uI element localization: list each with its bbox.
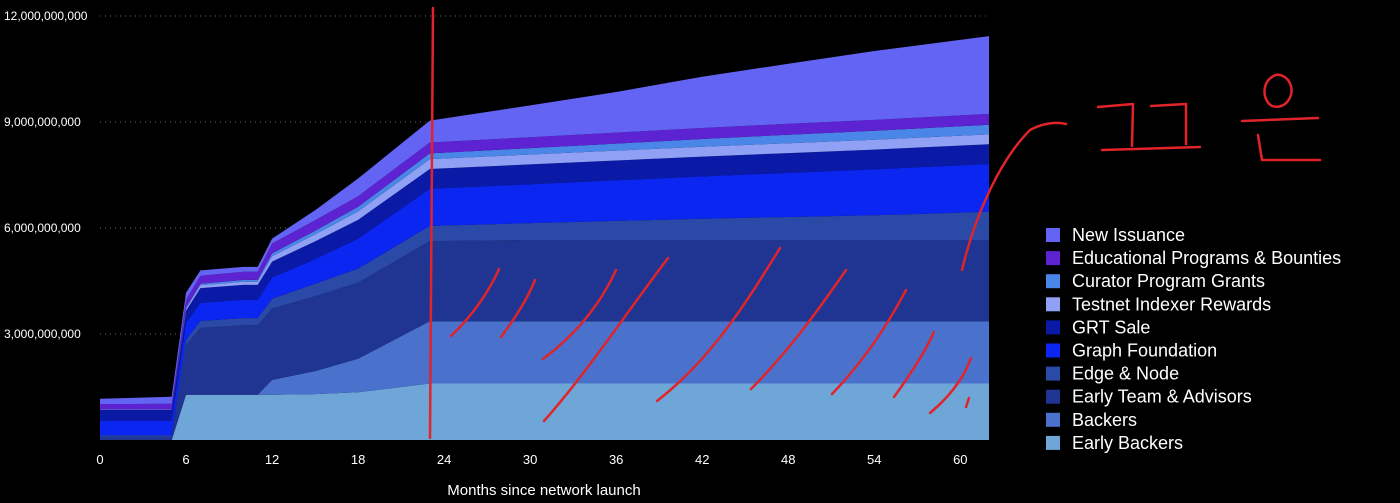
y-tick-label: 9,000,000,000: [4, 115, 81, 129]
red-handwritten-glyph: [1256, 133, 1322, 162]
y-tick-label: 3,000,000,000: [4, 327, 81, 341]
red-handwritten-glyph: [1240, 116, 1320, 123]
red-hatch-stroke: [541, 268, 618, 361]
red-handwritten-glyph: [1149, 102, 1188, 146]
legend-label: Testnet Indexer Rewards: [1072, 294, 1271, 314]
red-hatch-stroke: [830, 288, 908, 396]
area-early-team-advisors: [100, 240, 989, 440]
x-tick-label: 54: [867, 452, 881, 467]
x-tick-label: 36: [609, 452, 623, 467]
area-series: [100, 36, 989, 440]
red-vertical-line: [428, 6, 435, 440]
x-tick-label: 48: [781, 452, 795, 467]
legend-swatch: [1046, 274, 1060, 289]
red-hatch-stroke: [928, 356, 973, 415]
x-axis-ticks: 0 6 12 18 24 30 36 42 48 54 60: [96, 452, 967, 467]
area-backers: [100, 321, 989, 440]
legend-swatch: [1046, 389, 1060, 404]
red-hatch-stroke: [499, 278, 537, 339]
legend-label: Early Team & Advisors: [1072, 387, 1252, 407]
x-axis-label: Months since network launch: [447, 482, 640, 499]
x-tick-label: 6: [182, 452, 189, 467]
red-curved-arrow-stroke: [960, 121, 1068, 272]
legend-label: Graph Foundation: [1072, 341, 1217, 361]
x-tick-label: 42: [695, 452, 709, 467]
y-axis-ticks: 3,000,000,000 6,000,000,000 9,000,000,000 1…: [4, 9, 88, 341]
legend-label: Curator Program Grants: [1072, 271, 1265, 291]
legend: New Issuance Educational Programs & Bount…: [1046, 225, 1341, 453]
x-tick-label: 0: [96, 452, 103, 467]
red-annotation-marks: [428, 6, 1322, 440]
red-hatch-stroke: [892, 330, 936, 399]
red-hatch-stroke: [964, 396, 971, 409]
legend-swatch: [1046, 435, 1060, 450]
legend-label: Backers: [1072, 410, 1137, 430]
legend-swatch: [1046, 343, 1060, 358]
x-tick-label: 24: [437, 452, 451, 467]
x-tick-label: 30: [523, 452, 537, 467]
legend-label: Early Backers: [1072, 433, 1183, 453]
legend-swatch: [1046, 320, 1060, 335]
legend-swatch: [1046, 412, 1060, 427]
area-graph-foundation: [100, 164, 989, 436]
x-tick-label: 60: [953, 452, 967, 467]
legend-label: New Issuance: [1072, 225, 1185, 245]
red-handwritten-glyph: [1096, 102, 1135, 148]
area-edge-node: [100, 211, 989, 437]
legend-swatch: [1046, 228, 1060, 242]
x-tick-label: 18: [351, 452, 365, 467]
red-hatch-stroke: [542, 256, 670, 423]
legend-label: Educational Programs & Bounties: [1072, 248, 1341, 268]
area-early-backers: [100, 383, 989, 440]
legend-swatch: [1046, 366, 1060, 381]
red-hatch-stroke: [749, 268, 848, 391]
area-new-issuance: [100, 36, 989, 405]
y-tick-label: 6,000,000,000: [4, 221, 81, 235]
red-hatch-stroke: [449, 267, 501, 338]
x-tick-label: 12: [265, 452, 279, 467]
red-handwritten-glyph: [1100, 145, 1202, 152]
legend-swatch: [1046, 251, 1060, 266]
legend-label: GRT Sale: [1072, 317, 1150, 337]
legend-swatch: [1046, 297, 1060, 312]
y-tick-label: 12,000,000,000: [4, 9, 88, 23]
legend-label: Edge & Node: [1072, 364, 1179, 384]
red-handwritten-glyph: [1263, 73, 1293, 109]
red-hatch-stroke: [655, 246, 782, 403]
